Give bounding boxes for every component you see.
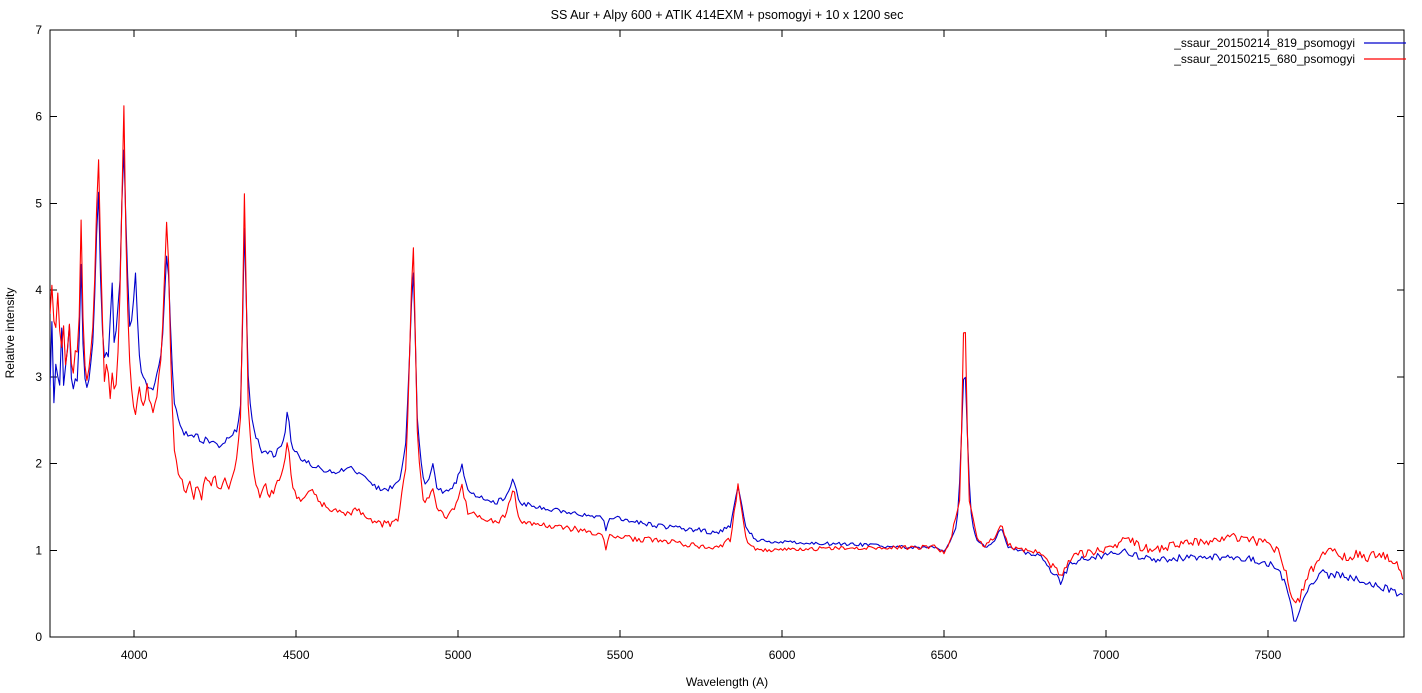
- x-tick-label: 5000: [445, 648, 472, 662]
- chart-title: SS Aur + Alpy 600 + ATIK 414EXM + psomog…: [551, 8, 904, 22]
- series-line-red: [50, 105, 1404, 604]
- y-tick-label: 5: [35, 196, 42, 210]
- y-tick-label: 1: [35, 543, 42, 557]
- x-tick-label: 7000: [1093, 648, 1120, 662]
- x-tick-label: 6000: [769, 648, 796, 662]
- y-tick-label: 3: [35, 370, 42, 384]
- y-tick-label: 0: [35, 630, 42, 644]
- y-tick-label: 6: [35, 110, 42, 124]
- axis-ticks: 4000 4500 5000 5500 6000 6500 7000 7500 0 1 2 3 4 5 6 7: [35, 23, 1404, 662]
- y-tick-label: 2: [35, 457, 42, 471]
- series-line-blue: [50, 149, 1404, 622]
- x-tick-label: 5500: [607, 648, 634, 662]
- y-tick-label: 7: [35, 23, 42, 37]
- x-tick-label: 7500: [1255, 648, 1282, 662]
- x-tick-label: 4000: [121, 648, 148, 662]
- series-layer: [50, 105, 1404, 622]
- plot-border: [49, 29, 1405, 638]
- legend-label-series-1: _ssaur_20150214_819_psomogyi: [1173, 36, 1355, 50]
- x-axis-label: Wavelength (A): [686, 675, 768, 689]
- y-axis-label: Relative intensity: [3, 288, 17, 379]
- y-tick-label: 4: [35, 283, 42, 297]
- x-tick-label: 4500: [283, 648, 310, 662]
- x-tick-label: 6500: [931, 648, 958, 662]
- legend: _ssaur_20150214_819_psomogyi _ssaur_2015…: [1173, 36, 1406, 66]
- legend-label-series-2: _ssaur_20150215_680_psomogyi: [1173, 52, 1355, 66]
